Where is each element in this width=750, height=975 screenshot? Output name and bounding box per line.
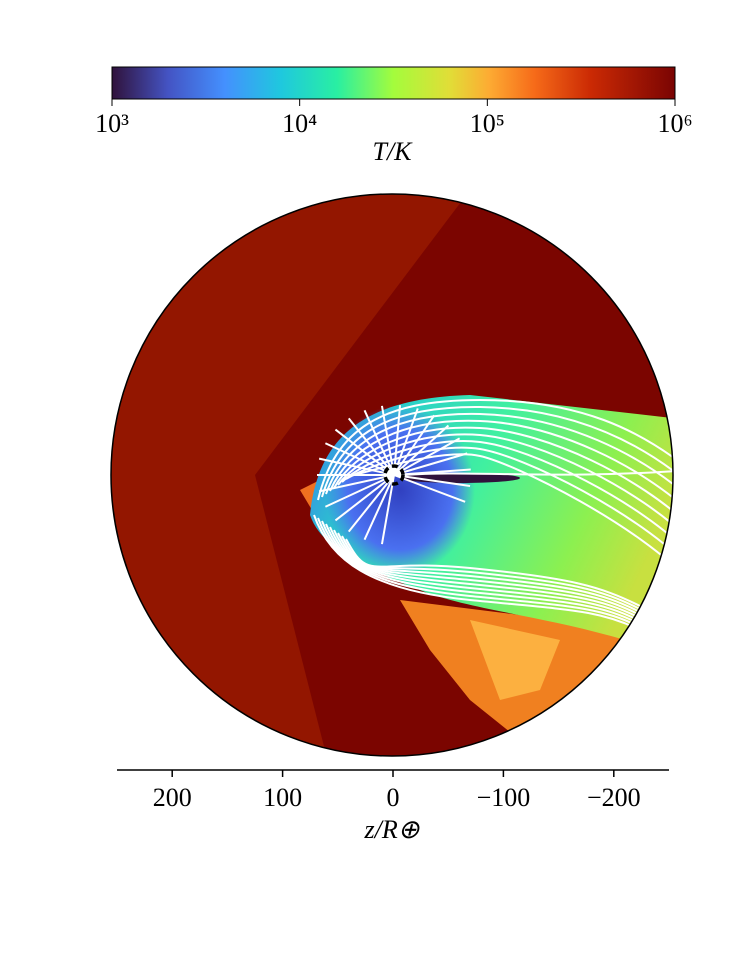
field-line xyxy=(345,538,641,607)
x-tick-label: −100 xyxy=(477,783,531,812)
x-tick-label: 0 xyxy=(387,783,400,812)
field-line xyxy=(321,405,673,498)
field-line xyxy=(393,474,471,487)
x-tick-label: 100 xyxy=(263,783,302,812)
field-line xyxy=(341,440,673,555)
x-tick-label: 200 xyxy=(153,783,192,812)
field-line xyxy=(334,474,395,522)
field-line xyxy=(325,523,641,622)
colorbar-tick-label: 10⁴ xyxy=(282,109,317,138)
field-line xyxy=(363,409,395,476)
field-line xyxy=(349,453,673,583)
temperature-map xyxy=(111,194,673,756)
x-tick-label: −200 xyxy=(587,783,641,812)
x-axis-label: z/R⊕ xyxy=(363,815,419,844)
field-line xyxy=(329,526,641,619)
planet xyxy=(383,464,405,486)
field-line xyxy=(324,474,395,508)
colorbar-tick-label: 10⁵ xyxy=(470,109,505,138)
field-line xyxy=(393,474,466,503)
field-line xyxy=(380,474,395,545)
colorbar-label: T/K xyxy=(372,137,413,166)
field-line xyxy=(393,452,468,476)
field-line xyxy=(333,426,673,527)
field-line xyxy=(393,424,450,476)
colorbar xyxy=(111,66,676,100)
field-line xyxy=(317,517,641,628)
disc-edge xyxy=(110,193,674,757)
field-line xyxy=(325,412,673,499)
field-line xyxy=(337,433,673,541)
field-line xyxy=(345,446,673,569)
field-line xyxy=(380,405,395,476)
field-line xyxy=(347,474,395,533)
field-line xyxy=(404,469,673,476)
field-line xyxy=(363,474,395,541)
colorbar-tick-label: 10³ xyxy=(95,109,129,138)
field-line xyxy=(321,520,641,625)
field-line xyxy=(313,514,641,631)
field-line xyxy=(317,398,673,501)
field-line xyxy=(393,414,436,476)
colorbar-tick-label: 10⁶ xyxy=(657,109,692,138)
